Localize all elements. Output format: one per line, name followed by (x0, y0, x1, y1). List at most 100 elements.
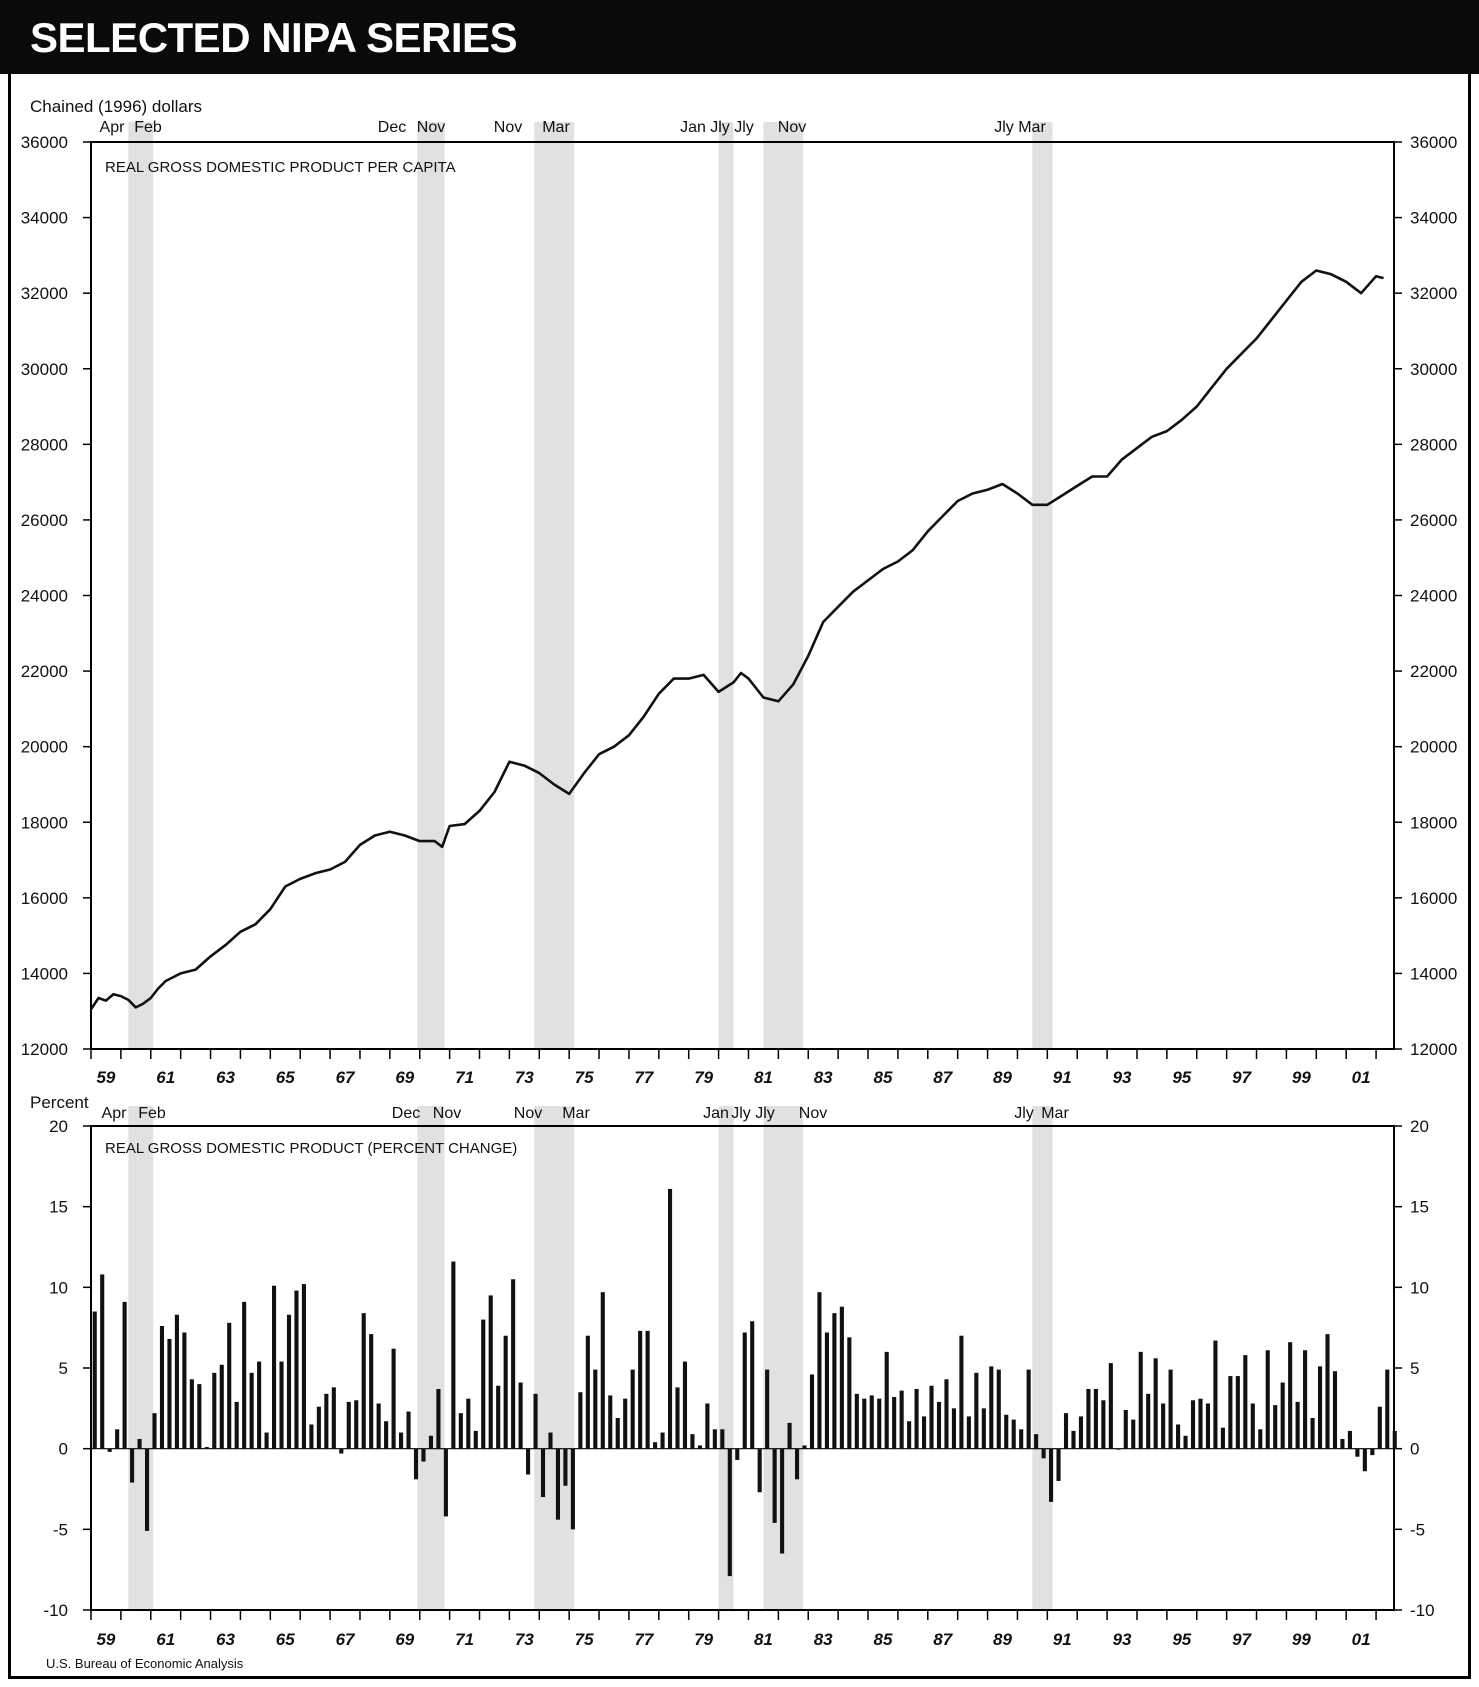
gdp-change-bar (959, 1335, 964, 1449)
panel-title: REAL GROSS DOMESTIC PRODUCT (PERCENT CHA… (105, 1140, 517, 1157)
recession-month-label: Jly (731, 1105, 751, 1122)
recession-band (718, 122, 734, 1049)
gdp-change-bar (212, 1372, 217, 1449)
y-tick-label-left: -10 (43, 1601, 68, 1620)
gdp-change-bar (921, 1416, 927, 1449)
gdp-change-bar (503, 1335, 508, 1449)
gdp-change-bar (1355, 1448, 1360, 1457)
gdp-change-bar (1183, 1435, 1188, 1449)
gdp-change-bar (174, 1314, 179, 1449)
x-year-label: 71 (455, 1630, 474, 1649)
y-tick-label-left: -5 (53, 1520, 68, 1539)
y-tick-label-right: 15 (1410, 1198, 1429, 1217)
y-tick-label-left: 20 (49, 1117, 68, 1136)
recession-month-label: Jan (703, 1105, 729, 1122)
x-year-label: 85 (874, 1630, 893, 1649)
gdp-change-bar (1056, 1448, 1061, 1481)
gdp-change-bar (951, 1408, 956, 1449)
gdp-change-bar (1377, 1406, 1382, 1449)
x-year-label: 89 (993, 1068, 1012, 1087)
gdp-change-bar (1190, 1400, 1196, 1449)
gdp-change-bar (361, 1313, 366, 1449)
gdp-per-capita-line (89, 269, 1384, 1011)
recession-band (763, 122, 804, 1049)
x-year-label: 75 (575, 1068, 594, 1087)
x-year-label: 73 (515, 1068, 534, 1087)
recession-month-label: Dec (378, 119, 406, 136)
gdp-change-bar (802, 1445, 807, 1449)
x-year-label: 99 (1292, 1068, 1311, 1087)
gdp-change-bar (1295, 1401, 1300, 1449)
gdp-change-bar (757, 1448, 762, 1493)
gdp-change-bar (152, 1413, 157, 1449)
x-year-label: 97 (1232, 1068, 1252, 1087)
y-tick-label-left: 0 (59, 1440, 68, 1459)
x-year-label: 81 (754, 1630, 773, 1649)
y-tick-label-right: 32000 (1410, 284, 1457, 303)
x-year-label: 59 (96, 1630, 115, 1649)
gdp-change-bar (750, 1321, 755, 1449)
gdp-change-bar (1325, 1334, 1330, 1449)
x-year-label: 73 (515, 1630, 534, 1649)
gdp-change-bar (391, 1348, 396, 1449)
gdp-change-bar (354, 1400, 359, 1449)
gdp-change-bar (1116, 1448, 1121, 1450)
y-tick-label-left: 20000 (21, 738, 68, 757)
gdp-change-bar (854, 1393, 859, 1449)
y-tick-label-right: -10 (1410, 1601, 1435, 1620)
gdp-change-bar (488, 1295, 493, 1449)
x-year-label: 83 (814, 1630, 833, 1649)
y-tick-label-left: 10 (49, 1278, 68, 1297)
gdp-change-bar (765, 1369, 770, 1449)
gdp-change-bar (832, 1313, 837, 1449)
x-year-label: 83 (814, 1068, 833, 1087)
gdp-change-bar (1370, 1448, 1375, 1456)
gdp-change-bar (1078, 1416, 1084, 1449)
x-year-label: 79 (694, 1068, 713, 1087)
gdp-change-bar (1011, 1419, 1016, 1449)
panel-title: REAL GROSS DOMESTIC PRODUCT PER CAPITA (105, 159, 456, 176)
gdp-change-bar (1235, 1376, 1240, 1449)
gdp-change-bar (443, 1448, 448, 1517)
recession-month-label: Nov (778, 119, 806, 136)
gdp-change-bar (428, 1435, 434, 1449)
gdp-change-bar (742, 1332, 747, 1449)
recession-band (1032, 122, 1053, 1049)
gdp-change-bar (286, 1314, 292, 1449)
gdp-change-bar (623, 1398, 628, 1449)
x-year-label: 89 (993, 1630, 1012, 1649)
y-tick-label-left: 16000 (21, 889, 68, 908)
y-tick-label-right: 0 (1410, 1440, 1419, 1459)
gdp-change-bar (675, 1387, 680, 1449)
recession-month-label: Nov (417, 119, 445, 136)
recession-month-label: Mar (1041, 1105, 1069, 1122)
x-year-label: 67 (336, 1068, 356, 1087)
gdp-change-bar (593, 1369, 598, 1449)
y-tick-label-left: 26000 (21, 511, 68, 530)
x-year-label: 95 (1172, 1068, 1191, 1087)
gdp-change-bar (1340, 1438, 1345, 1449)
x-year-label: 77 (634, 1630, 654, 1649)
y-tick-label-left: 5 (59, 1359, 68, 1378)
gdp-change-bar (496, 1385, 501, 1449)
gdp-change-bar (682, 1361, 688, 1449)
gdp-change-bar (369, 1334, 374, 1449)
gdp-change-bar (630, 1369, 635, 1449)
gdp-change-bar (638, 1330, 643, 1449)
y-tick-label-left: 36000 (21, 133, 68, 152)
gdp-change-bar (1071, 1430, 1076, 1449)
gdp-change-bar (667, 1188, 673, 1449)
x-year-label: 59 (96, 1068, 115, 1087)
y-tick-label-right: 24000 (1410, 587, 1457, 606)
x-year-label: 85 (874, 1068, 893, 1087)
x-year-label: 81 (754, 1068, 773, 1087)
gdp-change-bar (227, 1322, 232, 1449)
y-tick-label-right: 12000 (1410, 1040, 1457, 1059)
gdp-change-bar (1220, 1427, 1225, 1449)
gdp-change-bar (294, 1290, 299, 1449)
gdp-change-bar (451, 1261, 456, 1449)
gdp-change-bar (585, 1335, 590, 1449)
plot-border (90, 1125, 1395, 1611)
recession-month-label: Feb (138, 1105, 166, 1122)
gdp-change-bar (1362, 1448, 1367, 1472)
